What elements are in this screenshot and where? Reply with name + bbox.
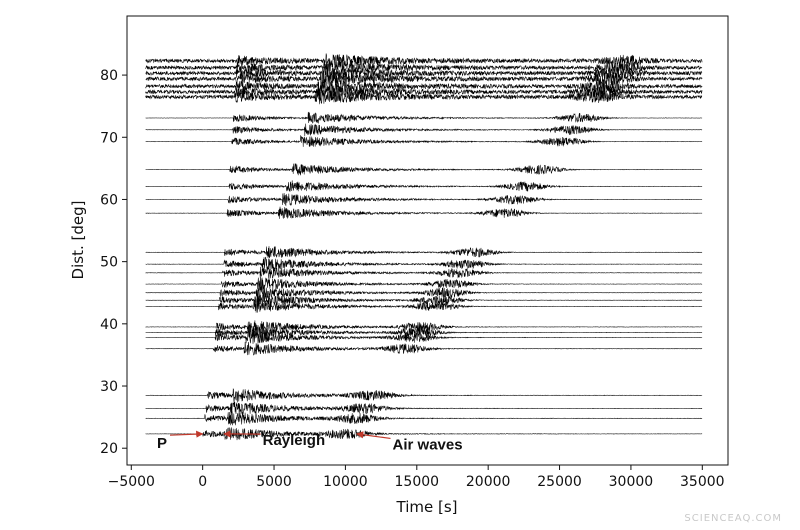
seismic-trace — [145, 192, 703, 207]
seismic-trace — [145, 246, 703, 259]
x-tick-label: 10000 — [323, 474, 368, 490]
annotation-arrow — [356, 431, 391, 440]
x-tick-label: 20000 — [466, 474, 511, 490]
y-tick-label: 50 — [100, 255, 118, 271]
y-tick-label: 80 — [100, 68, 118, 84]
seismic-trace — [145, 324, 703, 339]
x-tick-label: 25000 — [537, 474, 582, 490]
x-tick-label: 0 — [198, 474, 207, 490]
y-tick-label: 30 — [100, 379, 118, 395]
seismic-trace — [145, 53, 703, 68]
seismic-trace — [145, 330, 703, 344]
seismic-trace — [145, 71, 703, 87]
seismic-trace — [145, 256, 703, 271]
plot-frame — [126, 15, 729, 466]
seismic-trace — [145, 111, 703, 124]
seismic-trace — [145, 294, 703, 308]
seismic-trace — [145, 135, 703, 147]
seismic-trace — [145, 427, 703, 441]
watermark: SCIENCEAQ.COM — [684, 513, 782, 524]
y-axis-label: Dist. [deg] — [69, 201, 87, 280]
seismic-trace — [145, 320, 703, 334]
x-tick-label: 35000 — [680, 474, 725, 490]
seismic-trace — [145, 65, 703, 80]
x-tick-label: 15000 — [395, 474, 440, 490]
seismic-trace — [145, 206, 703, 219]
x-axis: −5000 0 5000 10000 15000 20000 25000 30000 35000 — [108, 465, 725, 490]
annotation-arrow — [169, 430, 204, 438]
y-axis: 20 30 40 50 60 70 80 — [100, 68, 127, 457]
seismic-trace — [145, 180, 703, 192]
x-tick-label: 30000 — [609, 474, 654, 490]
y-tick-label: 60 — [100, 192, 118, 208]
seismic-trace — [145, 123, 703, 137]
seismic-trace — [145, 163, 703, 176]
annotation-label: Rayleigh — [263, 432, 326, 449]
seismic-trace — [145, 265, 703, 279]
annotation-label: Air waves — [393, 436, 463, 453]
y-tick-label: 20 — [100, 441, 118, 457]
trace-group — [145, 53, 703, 441]
seismic-trace — [145, 401, 703, 416]
seismic-trace — [145, 277, 703, 292]
y-tick-label: 40 — [100, 317, 118, 333]
seismic-trace — [145, 388, 703, 403]
seismic-trace — [145, 286, 703, 300]
annotation-label: P — [157, 435, 167, 452]
annotation-group: P Rayleigh Air waves — [157, 430, 463, 453]
seismic-trace — [145, 411, 703, 426]
y-tick-label: 70 — [100, 130, 118, 146]
seismic-trace — [145, 79, 703, 94]
seismic-trace — [145, 299, 703, 313]
seismic-trace — [145, 90, 703, 105]
x-axis-label: Time [s] — [396, 498, 458, 516]
seismic-trace — [145, 341, 703, 356]
x-tick-label: −5000 — [108, 474, 155, 490]
x-tick-label: 5000 — [256, 474, 292, 490]
